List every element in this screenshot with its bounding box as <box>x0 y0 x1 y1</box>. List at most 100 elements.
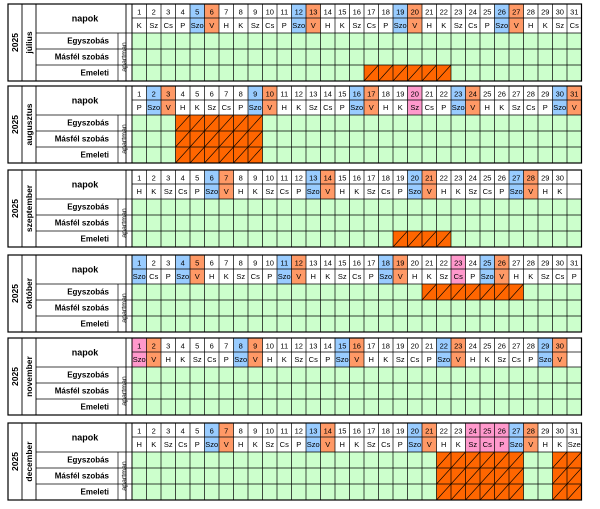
day-number: 19 <box>396 90 404 99</box>
year-label: 2025 <box>10 33 20 52</box>
day-number: 1 <box>137 8 141 17</box>
day-number: 16 <box>353 427 361 436</box>
days-header-label: napok <box>72 96 99 106</box>
day-name: P <box>398 187 403 196</box>
day-number: 18 <box>382 427 390 436</box>
day-name: K <box>456 187 461 196</box>
day-name: P <box>369 272 374 281</box>
day-number: 31 <box>570 259 578 268</box>
day-name: K <box>383 355 388 364</box>
day-name: H <box>369 355 374 364</box>
day-name: Szo <box>336 355 349 364</box>
day-name: Sz <box>294 355 303 364</box>
day-name: Sz <box>251 21 260 30</box>
day-name: H <box>543 440 548 449</box>
day-number: 17 <box>367 174 375 183</box>
day-number: 6 <box>210 8 214 17</box>
day-name: V <box>398 272 403 281</box>
month-block-5: 1 H 2 K 3 Sz 4 Cs 5 P 6 Szo 7 V 8 H 9 K 10 Sz 11 Cs 12 P 13 Szo 14… <box>7 422 583 501</box>
day-name: H <box>238 187 243 196</box>
day-number: 26 <box>498 90 506 99</box>
day-number: 29 <box>541 427 549 436</box>
day-number: 15 <box>338 8 346 17</box>
day-number: 29 <box>541 90 549 99</box>
day-number: 28 <box>527 174 535 183</box>
day-name: H <box>470 355 475 364</box>
day-number: 15 <box>338 174 346 183</box>
day-name: K <box>137 21 142 30</box>
day-name: K <box>354 440 359 449</box>
day-number: 7 <box>224 90 228 99</box>
day-number: 16 <box>353 342 361 351</box>
day-name: Szo <box>133 272 146 281</box>
unit-type-label: apartman <box>122 461 129 491</box>
day-name: Szo <box>553 103 566 112</box>
day-number: 10 <box>266 427 274 436</box>
day-number: 22 <box>440 90 448 99</box>
day-name: Szo <box>205 440 218 449</box>
day-number: 13 <box>309 259 317 268</box>
day-number: 9 <box>253 342 257 351</box>
day-name: Sz <box>164 187 173 196</box>
day-name: V <box>456 355 461 364</box>
day-number: 10 <box>266 8 274 17</box>
day-number: 26 <box>498 259 506 268</box>
day-number: 11 <box>280 259 288 268</box>
room-label: Emeleti <box>81 488 109 497</box>
day-name: K <box>151 440 156 449</box>
day-number: 6 <box>210 90 214 99</box>
day-number: 16 <box>353 8 361 17</box>
day-name: H <box>528 21 533 30</box>
day-name: Szo <box>481 272 494 281</box>
day-name: Sz <box>236 272 245 281</box>
unit-type-label: apartman <box>122 376 129 406</box>
day-name: Cs <box>425 103 434 112</box>
day-number: 12 <box>295 174 303 183</box>
day-name: H <box>267 355 272 364</box>
day-name: Cs <box>164 21 173 30</box>
day-number: 12 <box>295 259 303 268</box>
day-number: 16 <box>353 259 361 268</box>
day-name: Sz <box>207 103 216 112</box>
day-name: Szo <box>510 440 523 449</box>
day-name: P <box>282 21 287 30</box>
day-number: 22 <box>440 342 448 351</box>
day-name: V <box>572 103 577 112</box>
room-label: Emeleti <box>81 69 109 78</box>
unit-type-label: apartman <box>122 208 129 238</box>
day-number: 12 <box>295 342 303 351</box>
month-block-1: 1 P 2 Szo 3 V 4 H 5 K 6 Sz 7 Cs 8 P 9 Szo 10 V 11 H 12 K 13 Sz 14 C… <box>7 85 583 164</box>
days-header-label: napok <box>72 433 99 443</box>
day-number: 13 <box>309 427 317 436</box>
day-number: 23 <box>454 174 462 183</box>
day-number: 2 <box>152 259 156 268</box>
day-name: K <box>296 103 301 112</box>
day-name: Cs <box>381 440 390 449</box>
day-name: P <box>572 272 577 281</box>
day-name: H <box>485 103 490 112</box>
day-name: V <box>470 103 475 112</box>
day-name: Cs <box>410 355 419 364</box>
day-number: 17 <box>367 8 375 17</box>
day-name: K <box>238 21 243 30</box>
day-name: V <box>151 355 156 364</box>
day-number: 4 <box>181 427 185 436</box>
day-number: 22 <box>440 174 448 183</box>
month-block-4: 1 Szo 2 V 3 H 4 K 5 Sz 6 Cs 7 P 8 Szo 9 V 10 H 11 K 12 Sz 13 Cs 14… <box>7 337 583 416</box>
day-name: H <box>514 272 519 281</box>
day-name: Cs <box>207 355 216 364</box>
day-number: 19 <box>396 342 404 351</box>
day-number: 28 <box>527 342 535 351</box>
room-label: Másfél szobás <box>55 219 110 228</box>
day-name: Cs <box>367 21 376 30</box>
day-name: V <box>296 272 301 281</box>
day-name: Cs <box>512 355 521 364</box>
day-number: 3 <box>166 427 170 436</box>
day-number: 9 <box>253 174 257 183</box>
day-name: P <box>499 187 504 196</box>
day-number: 18 <box>382 90 390 99</box>
day-number: 7 <box>224 342 228 351</box>
unit-type-label: apartman <box>122 124 129 154</box>
day-name: Cs <box>526 103 535 112</box>
